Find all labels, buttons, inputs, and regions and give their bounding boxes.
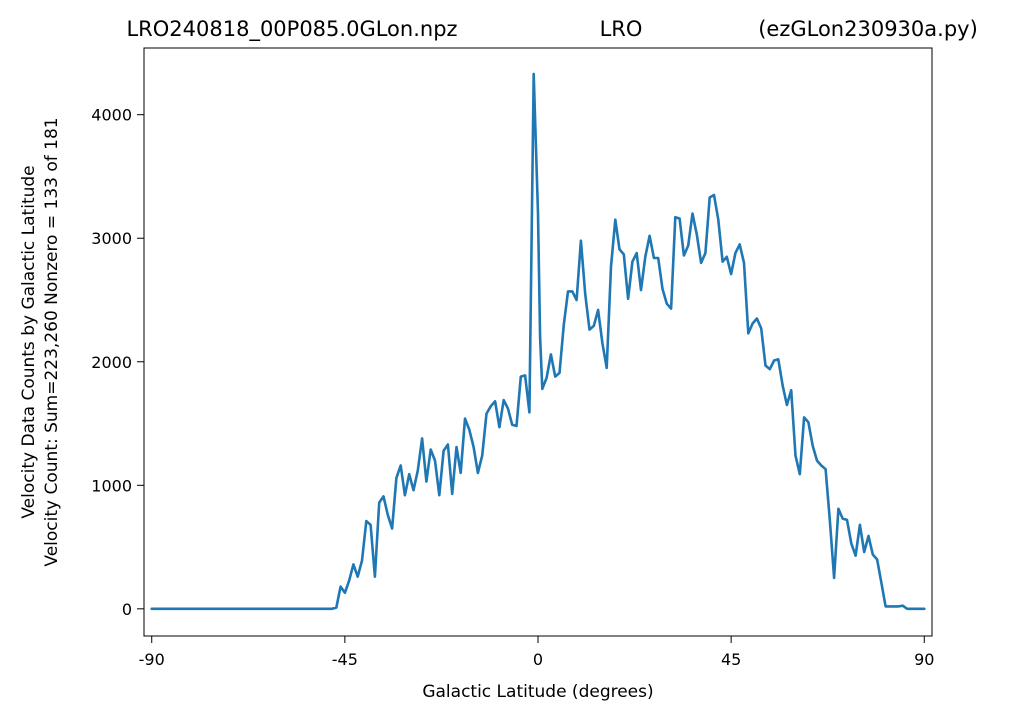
y-tick-label: 0 xyxy=(122,600,132,619)
y-tick-label: 3000 xyxy=(91,229,132,248)
plot-area-frame xyxy=(143,47,933,637)
chart-title-filename: LRO240818_00P085.0GLon.npz xyxy=(126,17,457,42)
x-tick-label: -90 xyxy=(139,650,165,669)
y-axis: 0 1000 2000 3000 4000 xyxy=(91,106,144,619)
chart-title-script: (ezGLon230930a.py) xyxy=(758,17,978,41)
y-tick-label: 1000 xyxy=(91,476,132,495)
x-axis-label: Galactic Latitude (degrees) xyxy=(422,682,653,702)
chart-title-center: LRO xyxy=(600,17,643,41)
y-tick-label: 2000 xyxy=(91,353,132,372)
x-tick-label: 0 xyxy=(533,650,543,669)
y-axis-label-line2: Velocity Count: Sum=223,260 Nonzero = 13… xyxy=(42,117,62,566)
velocity-count-line xyxy=(150,72,926,611)
x-tick-label: -45 xyxy=(332,650,358,669)
x-tick-label: 90 xyxy=(914,650,934,669)
x-axis: -90 -45 0 45 90 xyxy=(139,636,934,669)
y-tick-label: 4000 xyxy=(91,106,132,125)
y-axis-label-line1: Velocity Data Counts by Galactic Latitud… xyxy=(19,165,39,518)
x-tick-label: 45 xyxy=(721,650,741,669)
